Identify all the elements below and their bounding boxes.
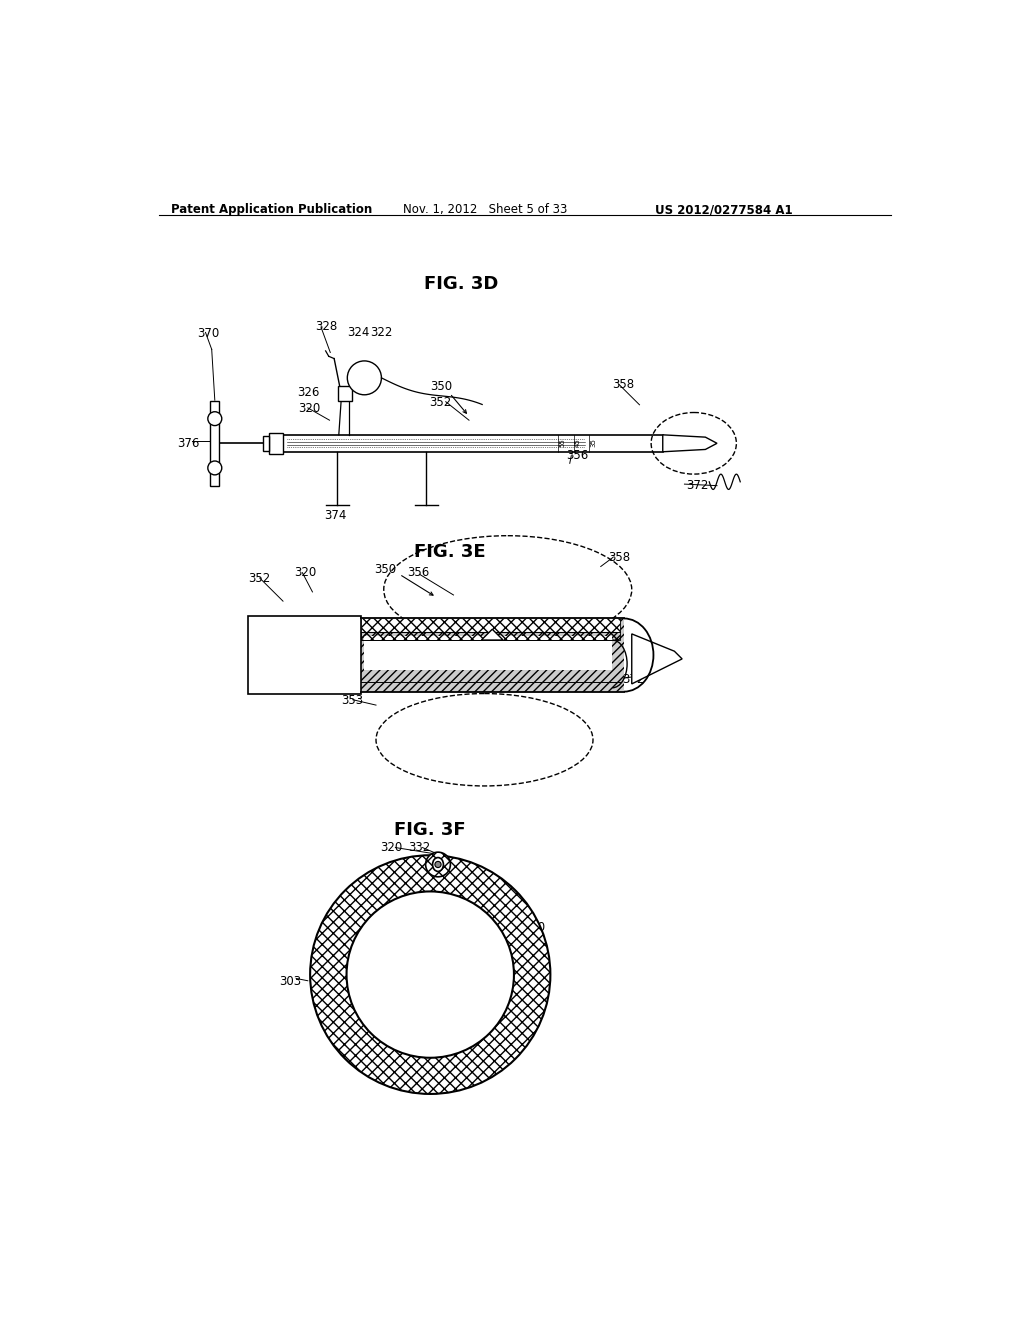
Text: 35: 35 — [591, 438, 597, 447]
Circle shape — [208, 412, 222, 425]
Text: 356: 356 — [407, 566, 429, 579]
Text: 350: 350 — [375, 562, 396, 576]
Text: 358: 358 — [612, 378, 635, 391]
Text: Nov. 1, 2012   Sheet 5 of 33: Nov. 1, 2012 Sheet 5 of 33 — [403, 203, 567, 216]
Bar — [269, 433, 283, 454]
Text: 328: 328 — [314, 321, 337, 333]
Circle shape — [435, 862, 441, 867]
Text: 372: 372 — [622, 673, 644, 686]
Text: 332: 332 — [409, 841, 431, 854]
Text: 350: 350 — [430, 380, 453, 393]
Bar — [360, 619, 624, 692]
Text: 324: 324 — [347, 326, 370, 339]
Text: 372: 372 — [686, 479, 709, 492]
Text: 370: 370 — [197, 327, 219, 341]
Text: 374: 374 — [324, 508, 346, 521]
Text: 352: 352 — [248, 572, 270, 585]
Circle shape — [347, 360, 381, 395]
Text: 358: 358 — [608, 552, 631, 564]
Circle shape — [426, 853, 451, 876]
Bar — [360, 632, 621, 640]
Polygon shape — [632, 634, 682, 684]
Circle shape — [208, 461, 222, 475]
Bar — [338, 385, 352, 401]
Text: FIG. 3D: FIG. 3D — [424, 276, 499, 293]
Text: 356: 356 — [566, 449, 589, 462]
Text: FIG. 3E: FIG. 3E — [414, 544, 485, 561]
Bar — [248, 616, 360, 694]
Text: 326: 326 — [297, 387, 319, 400]
Polygon shape — [632, 634, 682, 684]
Polygon shape — [481, 630, 503, 640]
Circle shape — [310, 855, 550, 1094]
Bar — [365, 636, 612, 671]
Polygon shape — [663, 434, 717, 451]
Ellipse shape — [432, 858, 443, 871]
Text: 320: 320 — [295, 566, 316, 579]
Text: US 2012/0277584 A1: US 2012/0277584 A1 — [655, 203, 793, 216]
Bar — [360, 619, 621, 632]
Text: 45: 45 — [575, 438, 582, 447]
Bar — [263, 436, 269, 451]
Text: 55: 55 — [560, 438, 565, 447]
Text: 376: 376 — [177, 437, 200, 450]
Text: 330: 330 — [523, 921, 546, 933]
Text: 353: 353 — [341, 693, 364, 706]
Text: 322: 322 — [371, 326, 393, 339]
Text: 352: 352 — [429, 396, 451, 409]
Circle shape — [346, 891, 514, 1057]
Text: 320: 320 — [380, 841, 402, 854]
Text: Patent Application Publication: Patent Application Publication — [171, 203, 372, 216]
Text: 303: 303 — [280, 974, 301, 987]
Text: 320: 320 — [299, 401, 321, 414]
Text: FIG. 3F: FIG. 3F — [394, 821, 466, 838]
Bar — [210, 401, 219, 486]
